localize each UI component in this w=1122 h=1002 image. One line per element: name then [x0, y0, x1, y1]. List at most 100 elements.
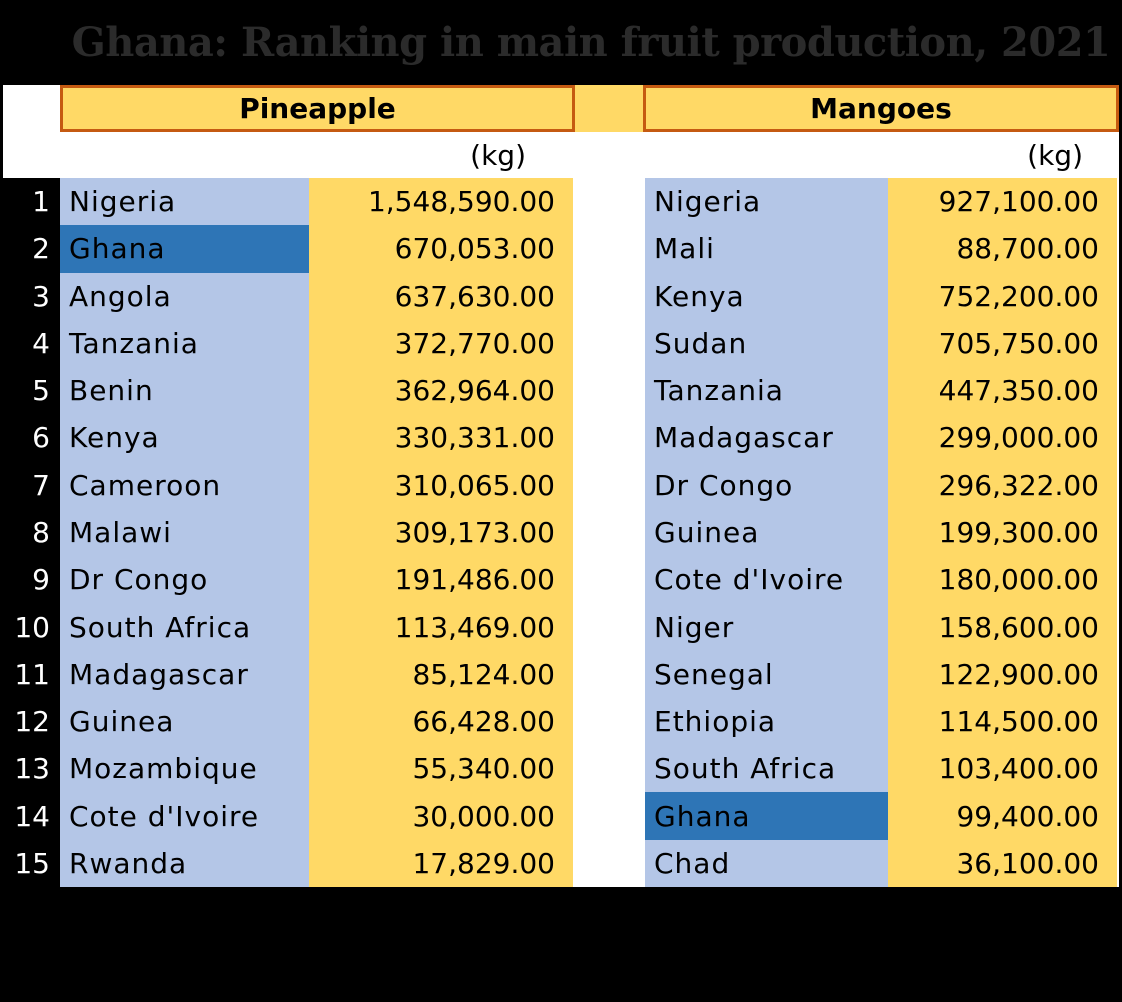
- country-cell: Rwanda: [60, 839, 309, 887]
- country-cell: Cote d'Ivoire: [645, 556, 888, 604]
- value-cell: 705,750.00: [888, 319, 1117, 368]
- country-cell: Guinea: [60, 697, 309, 746]
- rank-cell: 3: [32, 279, 50, 313]
- header-gap: [575, 85, 643, 132]
- country-cell: Guinea: [645, 508, 888, 557]
- country-cell: Dr Congo: [645, 461, 888, 509]
- value-cell: 66,428.00: [309, 697, 573, 746]
- table-row: 5 Benin 362,964.00: [3, 367, 573, 415]
- table-row: Senegal 122,900.00: [645, 650, 1117, 698]
- table-row: 15 Rwanda 17,829.00: [3, 839, 573, 887]
- country-cell: Kenya: [645, 272, 888, 320]
- table-row: 2 Ghana 670,053.00: [3, 225, 573, 273]
- country-cell: Cameroon: [60, 461, 309, 509]
- value-cell: 310,065.00: [309, 461, 573, 509]
- table-row: 12 Guinea 66,428.00: [3, 697, 573, 746]
- value-cell: 17,829.00: [309, 839, 573, 887]
- value-cell: 637,630.00: [309, 272, 573, 320]
- rank-cell: 5: [32, 374, 50, 408]
- country-cell: Kenya: [60, 414, 309, 462]
- table-row: Guinea 199,300.00: [645, 508, 1117, 557]
- rank-cell: 2: [32, 232, 50, 266]
- mangoes-table: Nigeria 927,100.00 Mali 88,700.00 Kenya 752,2…: [645, 178, 1117, 887]
- value-cell: 99,400.00: [888, 792, 1117, 840]
- rank-cell: 9: [32, 563, 50, 597]
- table-row: 8 Malawi 309,173.00: [3, 508, 573, 557]
- value-cell: 114,500.00: [888, 697, 1117, 746]
- value-cell: 299,000.00: [888, 414, 1117, 462]
- country-cell: Cote d'Ivoire: [60, 792, 309, 840]
- value-cell: 88,700.00: [888, 225, 1117, 273]
- table-row: Mali 88,700.00: [645, 225, 1117, 273]
- table-row: Sudan 705,750.00: [645, 319, 1117, 368]
- country-cell: Dr Congo: [60, 556, 309, 604]
- country-cell: Ghana: [60, 225, 309, 273]
- country-cell: Chad: [645, 839, 888, 887]
- rank-cell: 4: [32, 326, 50, 360]
- table-row: 13 Mozambique 55,340.00: [3, 745, 573, 793]
- rank-cell: 11: [14, 657, 50, 691]
- country-cell: Tanzania: [60, 319, 309, 368]
- mangoes-unit: (kg): [1027, 138, 1083, 172]
- rank-cell: 1: [32, 185, 50, 219]
- table-row: 7 Cameroon 310,065.00: [3, 461, 573, 509]
- table-sheet: Pineapple Mangoes (kg) (kg) 1 Nigeria 1,54…: [3, 85, 1119, 887]
- value-cell: 362,964.00: [309, 367, 573, 415]
- value-cell: 158,600.00: [888, 603, 1117, 651]
- rank-cell: 13: [14, 752, 50, 786]
- table-row: 10 South Africa 113,469.00: [3, 603, 573, 651]
- pineapple-table: 1 Nigeria 1,548,590.00 2 Ghana 670,053.00 3 Ang…: [3, 178, 573, 887]
- table-row: Tanzania 447,350.00: [645, 367, 1117, 415]
- table-row: 9 Dr Congo 191,486.00: [3, 556, 573, 604]
- table-row: Dr Congo 296,322.00: [645, 461, 1117, 509]
- table-row: 14 Cote d'Ivoire 30,000.00: [3, 792, 573, 840]
- table-row: Nigeria 927,100.00: [645, 178, 1117, 226]
- pineapple-unit: (kg): [470, 138, 526, 172]
- value-cell: 1,548,590.00: [309, 178, 573, 226]
- page-title: Ghana: Ranking in main fruit production,…: [71, 19, 1111, 66]
- rank-cell: 10: [14, 610, 50, 644]
- value-cell: 330,331.00: [309, 414, 573, 462]
- rank-cell: 15: [14, 846, 50, 880]
- country-cell: Sudan: [645, 319, 888, 368]
- table-row: Chad 36,100.00: [645, 839, 1117, 887]
- country-cell: Angola: [60, 272, 309, 320]
- country-cell: Ethiopia: [645, 697, 888, 746]
- country-cell: Tanzania: [645, 367, 888, 415]
- value-cell: 36,100.00: [888, 839, 1117, 887]
- table-row: 6 Kenya 330,331.00: [3, 414, 573, 462]
- title-band: Ghana: Ranking in main fruit production,…: [0, 0, 1122, 85]
- country-cell: Benin: [60, 367, 309, 415]
- value-cell: 372,770.00: [309, 319, 573, 368]
- table-row: Madagascar 299,000.00: [645, 414, 1117, 462]
- table-row: Ghana 99,400.00: [645, 792, 1117, 840]
- value-cell: 927,100.00: [888, 178, 1117, 226]
- value-cell: 180,000.00: [888, 556, 1117, 604]
- value-cell: 199,300.00: [888, 508, 1117, 557]
- country-cell: Mali: [645, 225, 888, 273]
- value-cell: 309,173.00: [309, 508, 573, 557]
- country-cell: Malawi: [60, 508, 309, 557]
- value-cell: 191,486.00: [309, 556, 573, 604]
- rank-cell: 7: [32, 468, 50, 502]
- value-cell: 30,000.00: [309, 792, 573, 840]
- value-cell: 752,200.00: [888, 272, 1117, 320]
- mangoes-header: Mangoes: [643, 85, 1119, 132]
- country-cell: Madagascar: [645, 414, 888, 462]
- country-cell: South Africa: [645, 745, 888, 793]
- rank-cell: 8: [32, 515, 50, 549]
- value-cell: 296,322.00: [888, 461, 1117, 509]
- value-cell: 85,124.00: [309, 650, 573, 698]
- country-cell: Niger: [645, 603, 888, 651]
- rank-cell: 12: [14, 705, 50, 739]
- country-cell: Nigeria: [60, 178, 309, 226]
- country-cell: Ghana: [645, 792, 888, 840]
- rank-column: [3, 178, 60, 887]
- table-row: 1 Nigeria 1,548,590.00: [3, 178, 573, 226]
- value-cell: 447,350.00: [888, 367, 1117, 415]
- rank-cell: 6: [32, 421, 50, 455]
- pineapple-header: Pineapple: [60, 85, 575, 132]
- table-row: Cote d'Ivoire 180,000.00: [645, 556, 1117, 604]
- table-row: Niger 158,600.00: [645, 603, 1117, 651]
- country-cell: Nigeria: [645, 178, 888, 226]
